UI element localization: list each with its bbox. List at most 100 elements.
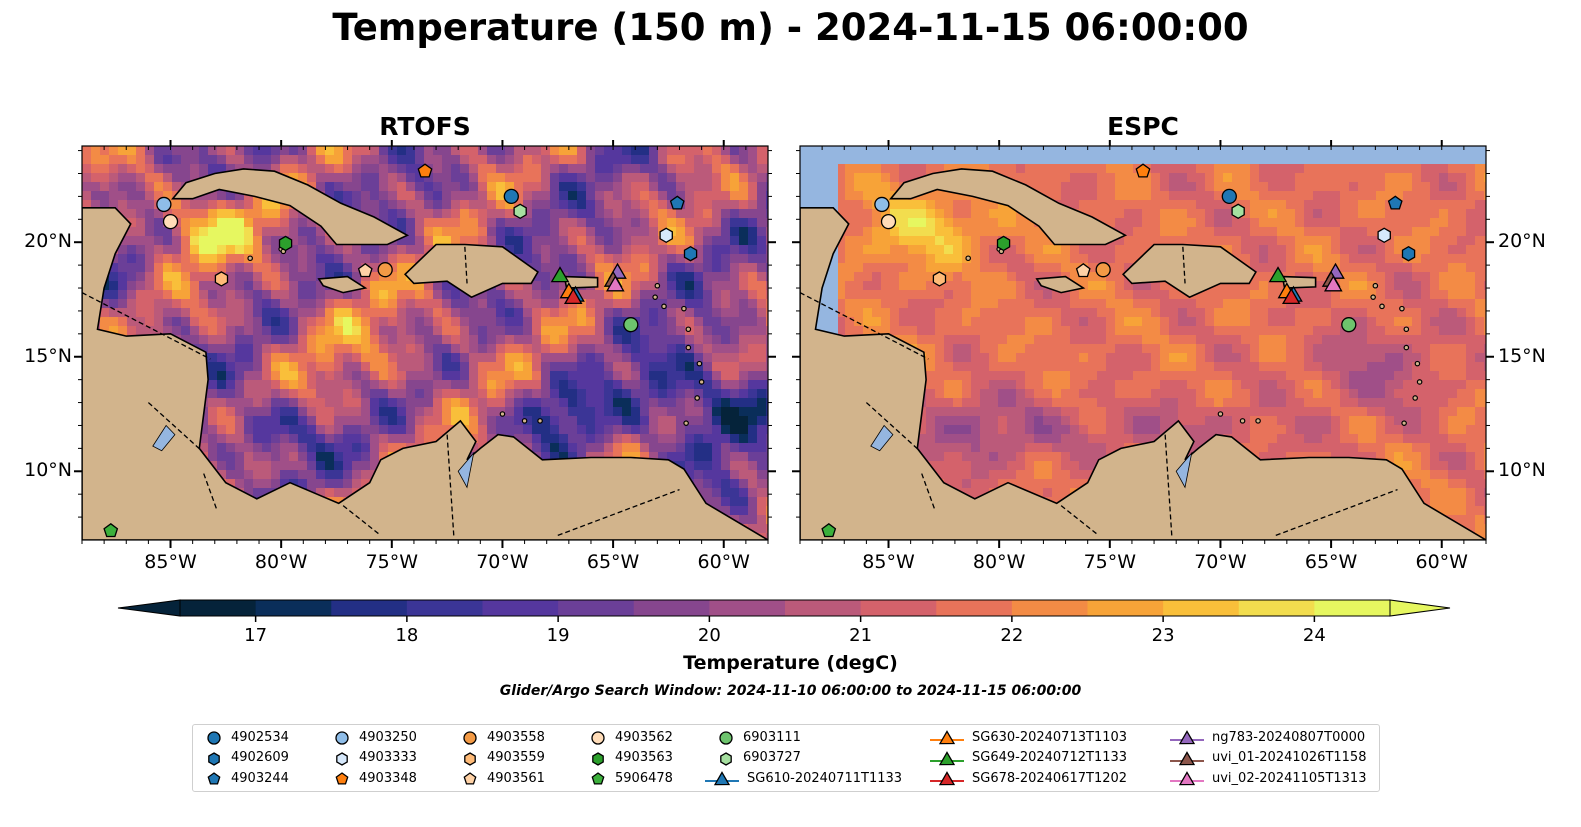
legend-label: uvi_01-20241026T1158: [1212, 750, 1367, 765]
country-border: [203, 473, 218, 511]
island: [1370, 294, 1376, 300]
country-border: [865, 402, 920, 452]
legend-label: 4903561: [487, 770, 545, 786]
legend-marker: [592, 751, 604, 766]
landmass: [82, 207, 768, 540]
marker-6903727: [513, 203, 527, 220]
landmass: [403, 243, 539, 299]
legend-label: 4903244: [231, 770, 289, 786]
marker-6903111: [1341, 317, 1357, 333]
legend-marker: [713, 771, 731, 786]
marker-6903111: [623, 317, 639, 333]
triangle-marker-icon: [1170, 750, 1204, 765]
colorbar-bin: [255, 600, 332, 616]
circle-marker-icon: [463, 731, 477, 745]
lon-tick-label: 80°W: [254, 551, 308, 573]
island: [1239, 418, 1246, 424]
marker-4903559: [214, 271, 229, 287]
legend-marker: [463, 772, 477, 785]
legend-label: 6903727: [743, 750, 801, 765]
country-border: [82, 292, 211, 360]
colorbar-extend-min: [117, 599, 181, 617]
legend-marker: [720, 751, 732, 766]
island: [499, 411, 506, 417]
marker-4903244: [1387, 195, 1403, 210]
legend-item: 4903562: [587, 727, 673, 747]
triangle-marker-icon: [930, 730, 964, 745]
marker-4903559: [932, 271, 947, 287]
marker-5906478: [821, 522, 837, 538]
legend-label: 6903111: [743, 729, 801, 745]
colorbar-tick-label: 20: [697, 625, 721, 646]
legend-item: ng783-20240807T0000: [1168, 727, 1365, 747]
rtofs-map: [82, 146, 768, 540]
colorbar-label: Temperature (degC): [683, 652, 898, 674]
island: [1403, 344, 1410, 351]
pentagon-marker-icon: [463, 772, 477, 785]
pentagon-marker-icon: [591, 772, 605, 785]
lon-tick-label: 65°W: [586, 551, 640, 573]
colorbar-tick-label: 21: [849, 625, 873, 646]
legend-marker: [1178, 771, 1196, 786]
legend-item: 4903348: [331, 768, 417, 788]
island: [654, 282, 661, 289]
landmass: [1121, 243, 1257, 299]
lat-tick-label: 15°N: [24, 344, 72, 367]
legend-item: 4903333: [331, 748, 417, 768]
legend-label: 4903558: [487, 729, 545, 745]
hexagon-marker-icon: [592, 751, 604, 766]
island: [1372, 282, 1379, 289]
lon-tick-label: 65°W: [1304, 551, 1358, 573]
legend-item: 4902534: [203, 727, 289, 747]
legend-item: 4903558: [459, 727, 545, 747]
colorbar-bin: [180, 600, 257, 616]
triangle-marker-icon: [705, 771, 739, 786]
colorbar-bin: [860, 600, 937, 616]
marker-4903561: [357, 262, 373, 278]
figure-title: Temperature (150 m) - 2024-11-15 06:00:0…: [332, 6, 1249, 49]
lon-tick-label: 85°W: [862, 551, 915, 573]
lake: [457, 451, 475, 489]
landmass: [1281, 275, 1317, 289]
country-border: [1275, 488, 1398, 537]
hexagon-marker-icon: [720, 751, 732, 766]
legend-item: 4902609: [203, 748, 289, 768]
landmass: [170, 168, 410, 246]
colorbar-bin: [406, 600, 483, 616]
lon-tick-label: 70°W: [1194, 551, 1247, 573]
marker-4902534: [1221, 188, 1237, 205]
legend-label: SG678-20240617T1202: [972, 770, 1128, 786]
lon-tick-label: 70°W: [476, 551, 529, 573]
lake: [1175, 451, 1193, 489]
marker-4903563: [996, 235, 1011, 252]
legend-marker: [207, 731, 221, 745]
colorbar-bin: [785, 600, 862, 616]
marker-SG649-20240712T1133: [1268, 266, 1288, 283]
island: [698, 379, 705, 385]
pentagon-marker-icon: [335, 772, 349, 785]
landmass: [563, 275, 599, 289]
circle-marker-icon: [591, 731, 605, 745]
marker-SG649-20240712T1133: [550, 266, 570, 283]
marker-uvi_02-20241105T1313: [605, 275, 625, 292]
lat-tick-label: 15°N: [1498, 344, 1546, 367]
legend-marker: [335, 772, 349, 785]
legend-item: 4903250: [331, 727, 417, 747]
country-border: [921, 473, 936, 511]
marker-uvi_02-20241105T1313: [1323, 275, 1343, 292]
legend-label: SG610-20240711T1133: [747, 770, 903, 786]
legend-marker: [938, 730, 956, 745]
island: [1412, 395, 1418, 401]
island: [683, 420, 689, 426]
island: [661, 303, 667, 310]
lon-tick-label: 80°W: [972, 551, 1026, 573]
island: [652, 294, 658, 300]
marker-4903250: [874, 196, 890, 213]
panel-title-espc: ESPC: [1107, 112, 1179, 141]
marker-4902609: [1401, 245, 1416, 262]
island: [1416, 379, 1423, 385]
circle-marker-icon: [335, 731, 349, 745]
colorbar-tick-label: 24: [1302, 625, 1326, 646]
marker-4902609: [683, 245, 698, 262]
